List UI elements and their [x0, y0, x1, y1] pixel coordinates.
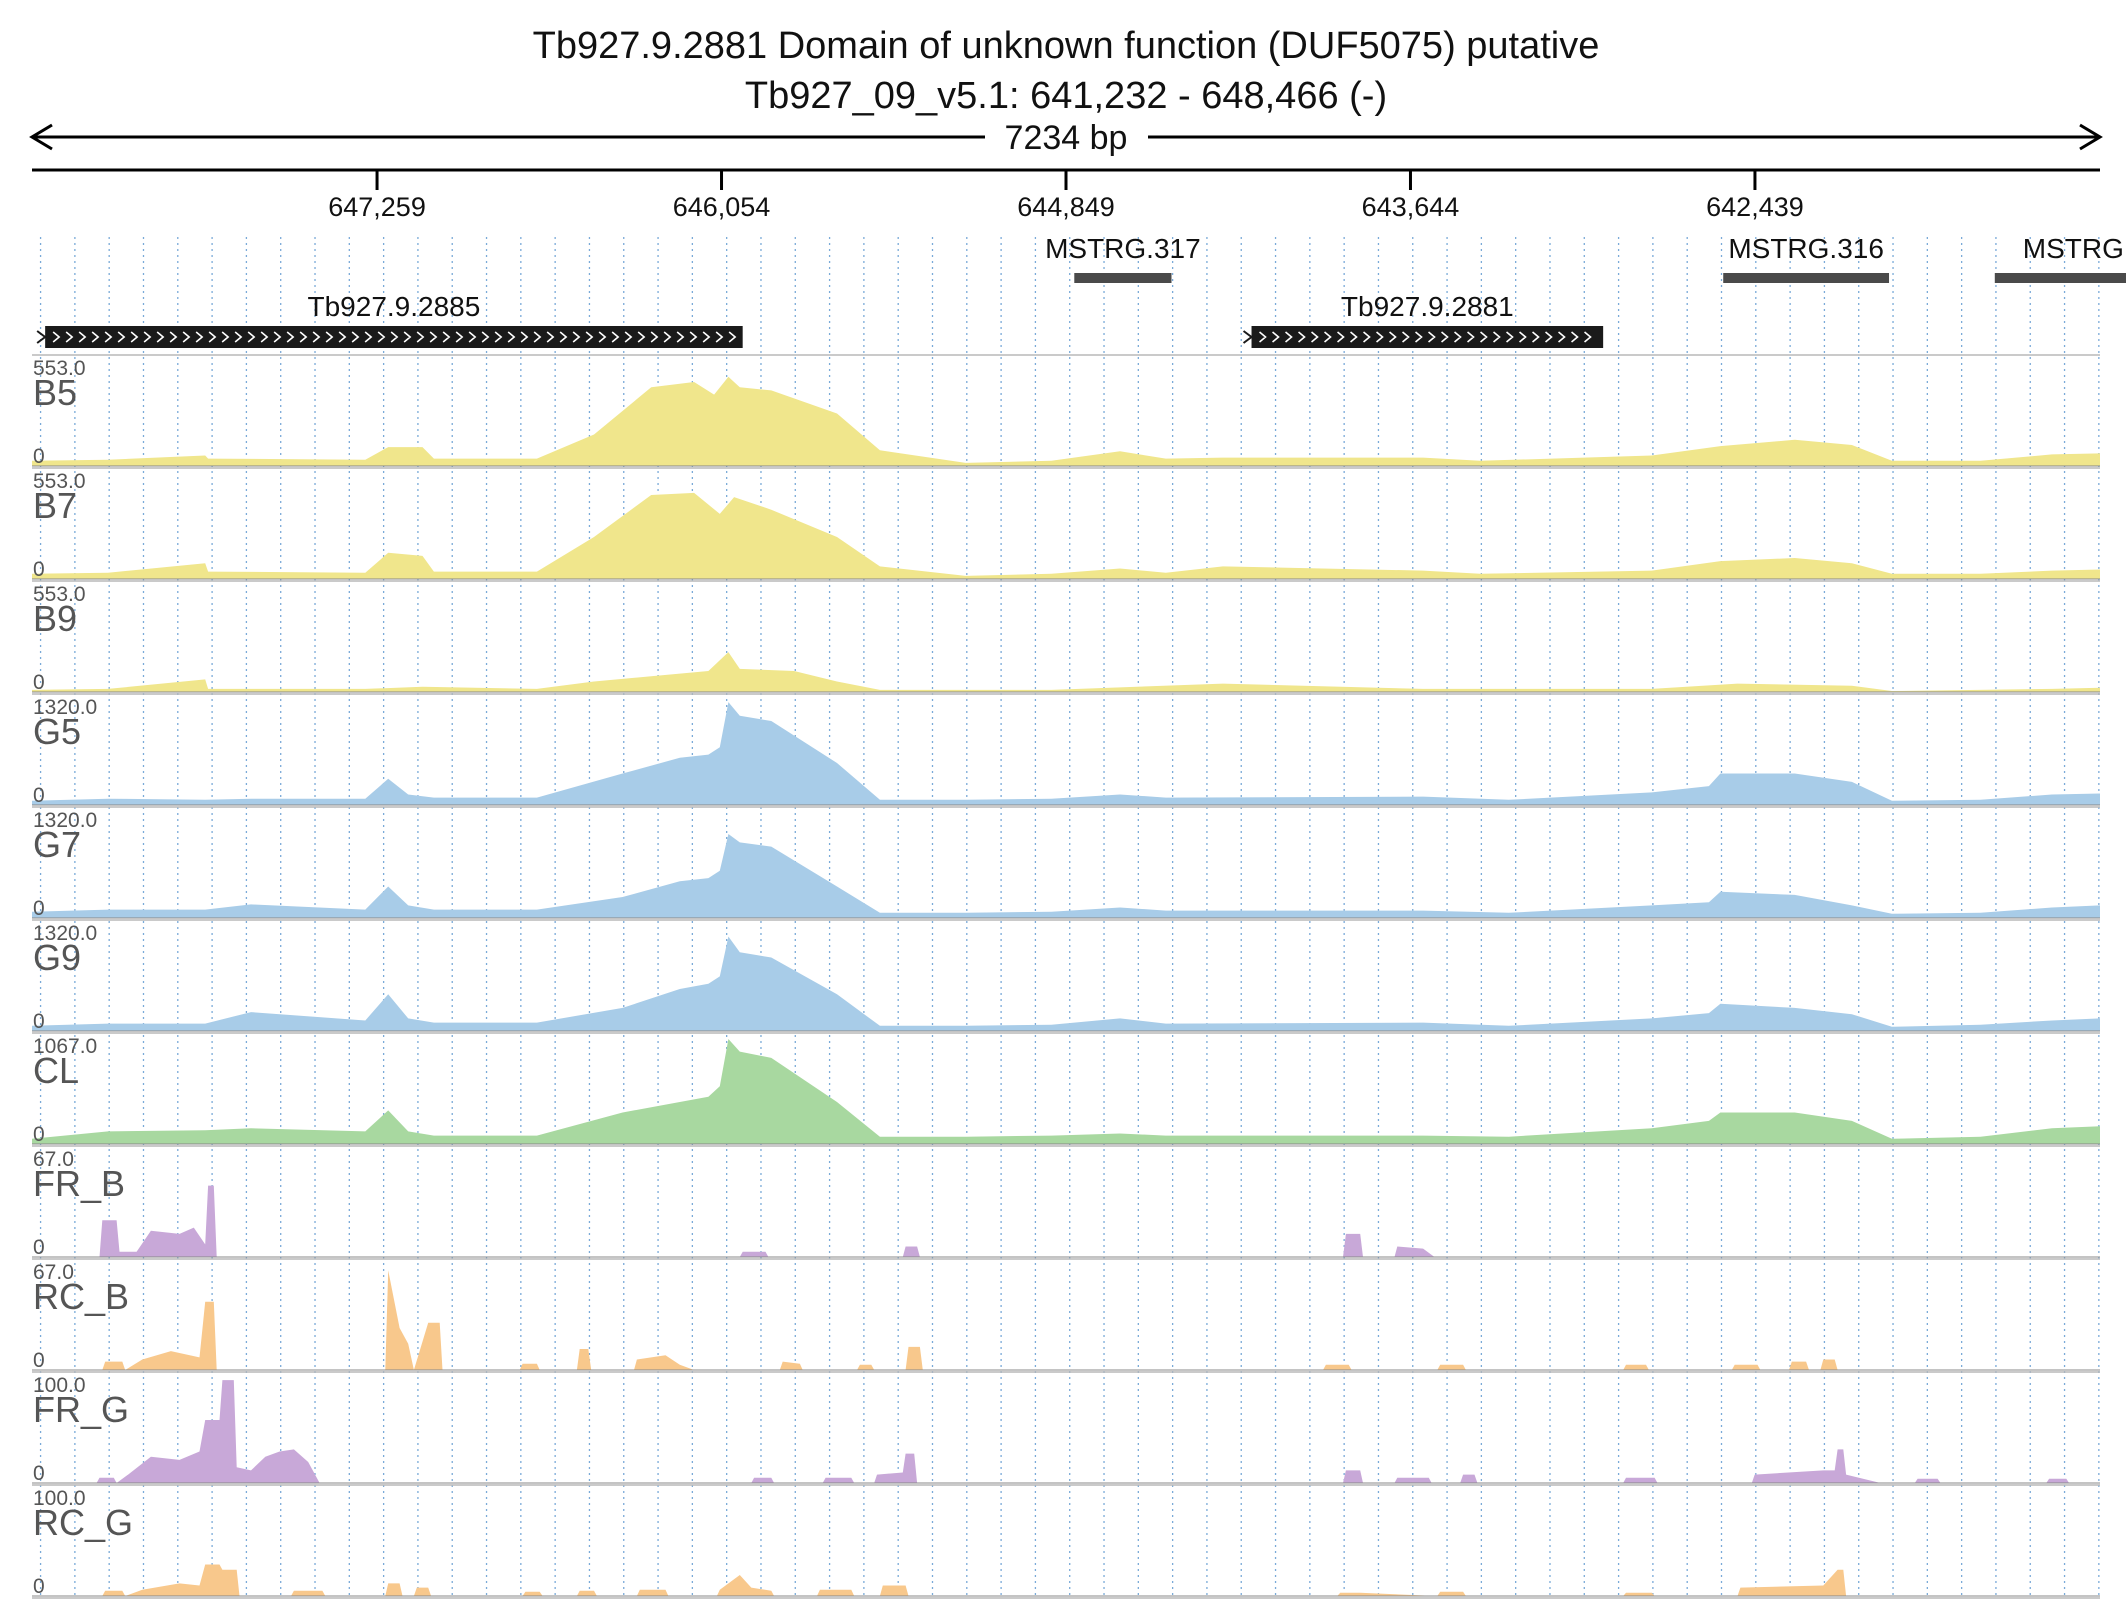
transcript-feature[interactable]: [1723, 273, 1890, 283]
transcript-label: MSTRG.315: [2023, 233, 2126, 264]
track-name: RC_B: [33, 1276, 129, 1317]
gene-label: Tb927.9.2881: [1341, 291, 1514, 322]
track-min-label: 0: [33, 1575, 45, 1598]
span-length-label: 7234 bp: [1005, 119, 1128, 157]
strand-arrows: [1259, 331, 1592, 343]
track-fr-b: 67.0FR_B 0: [32, 1145, 2100, 1259]
track-min-label: 0: [33, 784, 45, 807]
ruler-tick-label: 646,054: [673, 192, 771, 222]
gene-start-arrow: [36, 330, 47, 344]
locus-coordinates: Tb927_09_v5.1: 641,232 - 648,466 (-): [745, 75, 1387, 117]
track-min-label: 0: [33, 1236, 45, 1259]
transcript-label: MSTRG.317: [1045, 233, 1201, 264]
coverage-tracks: 553.0B50553.0B70553.0B901320.0G501320.0G…: [32, 354, 2100, 1599]
ruler-tick-label: 644,849: [1017, 192, 1115, 222]
track-min-label: 0: [33, 445, 45, 468]
coverage-area: [32, 492, 2100, 579]
span-right-arrowhead: [2079, 123, 2103, 151]
coverage-area: [32, 1380, 2100, 1483]
track-rc-b: 67.0RC_B 0: [32, 1258, 2100, 1372]
track-min-label: 0: [33, 1123, 45, 1146]
coverage-area: [32, 1270, 2100, 1370]
track-max-label: 553.0: [33, 583, 86, 606]
gene-feature[interactable]: [45, 326, 743, 348]
track-max-label: 67.0: [33, 1261, 74, 1284]
track-name: G9: [33, 937, 81, 978]
strand-arrows: [52, 331, 737, 343]
track-min-label: 0: [33, 1010, 45, 1033]
track-b7: 553.0B7 0: [32, 467, 2100, 581]
track-min-label: 0: [33, 671, 45, 694]
track-cl: 1067.0CL 0: [32, 1032, 2100, 1146]
track-max-label: 100.0: [33, 1487, 86, 1510]
track-min-label: 0: [33, 897, 45, 920]
coverage-area: [32, 1564, 2100, 1596]
track-name: FR_B: [33, 1163, 125, 1204]
annotation-track: MSTRG.317 MSTRG.316 MSTRG.315 Tb927.9.2885 T…: [36, 233, 2126, 348]
track-b9: 553.0B9 0: [32, 580, 2100, 694]
track-name: CL: [33, 1050, 79, 1091]
coverage-area: [32, 936, 2100, 1031]
span-left-arrowhead: [29, 123, 53, 151]
track-max-label: 553.0: [33, 357, 86, 380]
span-indicator: 7234 bp: [29, 119, 2103, 157]
track-g5: 1320.0G5 0: [32, 693, 2100, 807]
track-fr-g: 100.0FR_G 0: [32, 1371, 2100, 1485]
transcript-feature[interactable]: [1994, 273, 2126, 283]
track-name: RC_G: [33, 1502, 133, 1543]
gene-feature[interactable]: [1251, 326, 1604, 348]
track-rc-g: 100.0RC_G 0: [32, 1484, 2100, 1598]
transcript-label: MSTRG.316: [1728, 233, 1884, 264]
coverage-area: [32, 376, 2100, 466]
grid-lines: [39, 237, 2100, 1598]
track-name: G5: [33, 711, 81, 752]
gene-start-arrow: [1242, 330, 1254, 344]
track-g9: 1320.0G9 0: [32, 919, 2100, 1033]
ruler: 647,259 646,054 644,849 643,644 642,439: [328, 170, 1804, 222]
gene-title: Tb927.9.2881 Domain of unknown function …: [533, 25, 1600, 67]
ruler-tick-label: 643,644: [1362, 192, 1460, 222]
track-name: B7: [33, 485, 77, 526]
track-max-label: 100.0: [33, 1374, 86, 1397]
track-max-label: 553.0: [33, 470, 86, 493]
track-name: B5: [33, 372, 77, 413]
track-min-label: 0: [33, 1349, 45, 1372]
track-max-label: 1320.0: [33, 809, 97, 832]
gene-label: Tb927.9.2885: [308, 291, 481, 322]
coverage-area: [32, 834, 2100, 918]
track-name: B9: [33, 598, 77, 639]
track-g7: 1320.0G7 0: [32, 806, 2100, 920]
track-name: G7: [33, 824, 81, 865]
track-name: FR_G: [33, 1389, 129, 1430]
coverage-area: [32, 1039, 2100, 1144]
ruler-tick-label: 647,259: [328, 192, 426, 222]
track-max-label: 1320.0: [33, 696, 97, 719]
track-b5: 553.0B5 0: [32, 354, 2100, 468]
transcript-feature[interactable]: [1074, 273, 1172, 283]
ruler-tick-label: 642,439: [1706, 192, 1804, 222]
track-min-label: 0: [33, 558, 45, 581]
track-max-label: 1320.0: [33, 922, 97, 945]
track-max-label: 67.0: [33, 1148, 74, 1171]
track-min-label: 0: [33, 1462, 45, 1485]
track-max-label: 1067.0: [33, 1035, 97, 1058]
